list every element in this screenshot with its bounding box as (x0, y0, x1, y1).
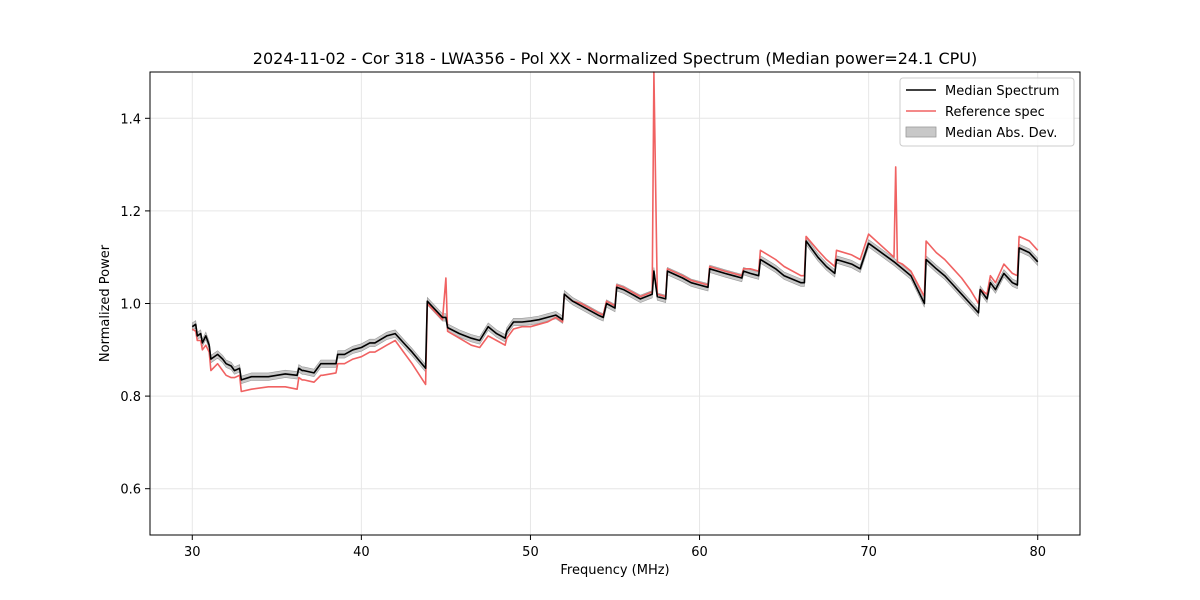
y-axis-label: Normalized Power (98, 244, 113, 362)
y-tick-label: 0.8 (120, 390, 141, 405)
legend-reference-label: Reference spec (945, 105, 1045, 120)
y-tick-label: 1.0 (120, 298, 141, 313)
x-tick-label: 30 (184, 545, 201, 560)
legend-frame (899, 77, 1075, 147)
plot-area (191, 71, 1039, 393)
legend-mad-swatch (905, 126, 937, 138)
legend-median-label: Median Spectrum (945, 84, 1059, 99)
chart-title: 2024-11-02 - Cor 318 - LWA356 - Pol XX -… (253, 49, 977, 68)
x-tick-label: 60 (691, 545, 708, 560)
x-tick-label: 80 (1029, 545, 1046, 560)
mad-band (192, 236, 1038, 384)
median-spectrum-line (191, 240, 1039, 381)
x-tick-label: 70 (860, 545, 877, 560)
axis-ticks: 30 40 50 60 70 80 0.6 0.8 1.0 1.2 1.4 (120, 112, 1046, 560)
x-tick-label: 40 (353, 545, 370, 560)
y-tick-label: 0.6 (120, 483, 141, 498)
reference-spectrum-line (191, 71, 1039, 393)
legend: Median Spectrum Reference spec Median Ab… (899, 77, 1075, 147)
x-tick-label: 50 (522, 545, 539, 560)
y-tick-label: 1.2 (120, 205, 141, 220)
y-tick-label: 1.4 (120, 112, 141, 127)
legend-mad-label: Median Abs. Dev. (945, 126, 1057, 141)
x-axis-label: Frequency (MHz) (560, 563, 669, 578)
